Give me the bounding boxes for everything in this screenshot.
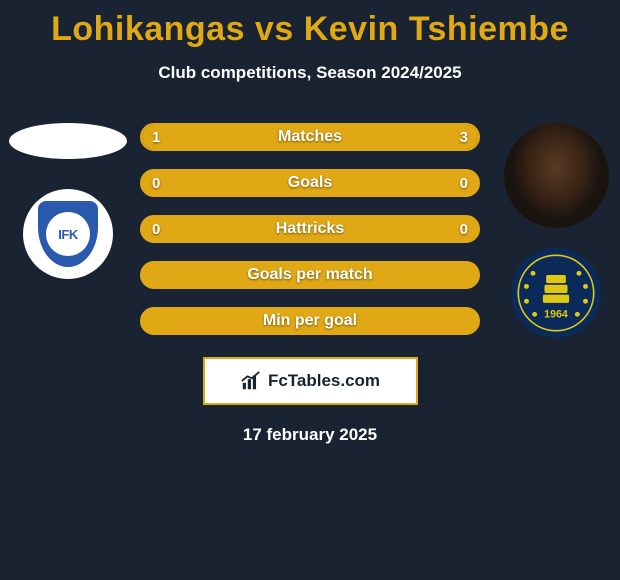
comparison-area: IFK 1964 Matc: [0, 123, 620, 445]
stat-bar: Min per goal: [140, 307, 480, 335]
stat-bar: Goals per match: [140, 261, 480, 289]
player-face-icon: [504, 123, 609, 228]
date-text: 17 february 2025: [0, 425, 620, 445]
stat-value-right: 0: [450, 217, 478, 241]
right-player-avatar: [504, 123, 609, 228]
left-club-badge: IFK: [23, 189, 113, 279]
right-player-column: 1964: [500, 123, 612, 338]
stat-label: Goals: [142, 171, 478, 195]
bar-chart-icon: [240, 370, 262, 392]
stat-value-left: 0: [142, 217, 170, 241]
page-title: Lohikangas vs Kevin Tshiembe: [0, 0, 620, 49]
stat-value-left: 0: [142, 171, 170, 195]
stat-label: Matches: [142, 125, 478, 149]
stat-bar: Hattricks0 0: [140, 215, 480, 243]
stat-value-right: 0: [450, 171, 478, 195]
brand-box[interactable]: FcTables.com: [203, 357, 418, 405]
brand-text: FcTables.com: [268, 371, 380, 391]
right-club-badge: 1964: [511, 248, 601, 338]
stat-label: Hattricks: [142, 217, 478, 241]
stat-bar: Matches1 3: [140, 123, 480, 151]
left-player-column: IFK: [8, 123, 128, 279]
stat-bars-container: Matches13Goals00Hattricks00Goals per mat…: [140, 123, 480, 335]
left-player-avatar: [9, 123, 127, 159]
stat-value-left: 1: [142, 125, 170, 149]
right-club-year: 1964: [544, 309, 568, 321]
stat-label: Goals per match: [142, 263, 478, 287]
left-club-initials: IFK: [46, 212, 90, 256]
club-crest-icon: 1964: [515, 252, 597, 334]
page-subtitle: Club competitions, Season 2024/2025: [0, 63, 620, 83]
stat-value-right: 3: [450, 125, 478, 149]
stat-label: Min per goal: [142, 309, 478, 333]
shield-icon: IFK: [38, 201, 98, 267]
stat-bar: Goals0 0: [140, 169, 480, 197]
